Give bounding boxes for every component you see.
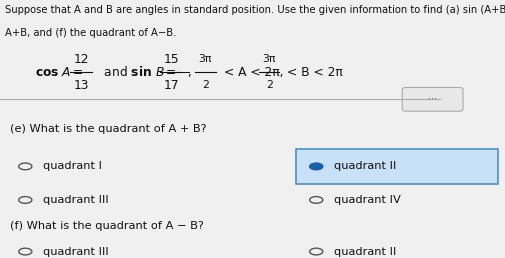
- Text: ,: ,: [187, 66, 191, 79]
- Circle shape: [309, 163, 322, 170]
- Text: quadrant II: quadrant II: [333, 247, 395, 256]
- FancyBboxPatch shape: [401, 87, 462, 111]
- Text: (f) What is the quadrant of A − B?: (f) What is the quadrant of A − B?: [10, 221, 204, 231]
- Text: 3π: 3π: [262, 54, 275, 64]
- Text: quadrant III: quadrant III: [43, 247, 109, 256]
- Text: A+B, and (f) the quadrant of A−B.: A+B, and (f) the quadrant of A−B.: [5, 28, 176, 38]
- Text: quadrant I: quadrant I: [43, 162, 102, 171]
- Text: 12: 12: [73, 53, 88, 66]
- Text: 3π: 3π: [198, 54, 212, 64]
- Text: < B < 2π: < B < 2π: [287, 66, 342, 79]
- Text: 17: 17: [163, 79, 178, 92]
- Text: 2: 2: [265, 80, 272, 90]
- Text: 15: 15: [163, 53, 178, 66]
- FancyBboxPatch shape: [295, 149, 497, 184]
- Text: 13: 13: [73, 79, 88, 92]
- Text: and $\mathbf{sin}\ B = -$: and $\mathbf{sin}\ B = -$: [100, 65, 192, 79]
- Text: (e) What is the quadrant of A + B?: (e) What is the quadrant of A + B?: [10, 124, 207, 134]
- Text: Suppose that A and B are angles in standard position. Use the given information : Suppose that A and B are angles in stand…: [5, 5, 505, 15]
- Text: quadrant III: quadrant III: [43, 195, 109, 205]
- Text: $\mathbf{cos}\ A =$: $\mathbf{cos}\ A =$: [35, 66, 84, 79]
- Text: quadrant II: quadrant II: [333, 162, 395, 171]
- Text: ···: ···: [427, 94, 436, 104]
- Text: 2: 2: [201, 80, 209, 90]
- Text: quadrant IV: quadrant IV: [333, 195, 400, 205]
- Text: < A < 2π,: < A < 2π,: [223, 66, 283, 79]
